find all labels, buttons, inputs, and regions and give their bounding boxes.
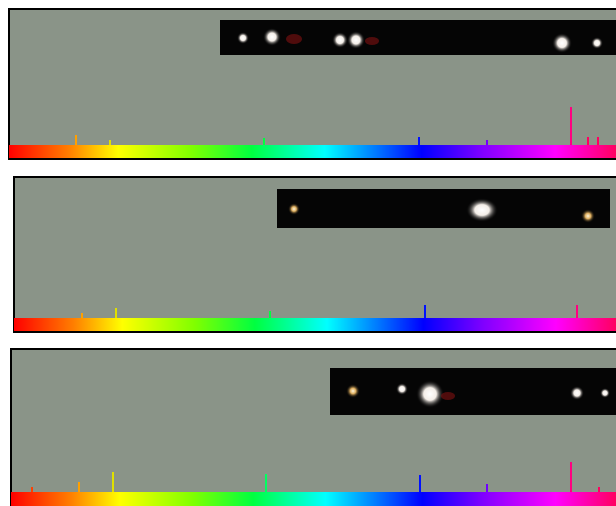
star-strip [277, 189, 610, 228]
star [332, 32, 348, 48]
star [346, 384, 360, 398]
star [591, 37, 603, 49]
star [600, 388, 610, 398]
star-glow [441, 392, 455, 400]
star [552, 33, 572, 53]
spectral-lines [31, 462, 600, 492]
star [288, 203, 300, 215]
star [347, 31, 365, 49]
star [416, 380, 444, 408]
star [581, 209, 595, 223]
star [570, 386, 584, 400]
spectrum-bar [11, 492, 616, 506]
panel [8, 8, 616, 160]
spectrum-bar [9, 145, 616, 158]
star [396, 383, 408, 395]
spectrum-bar [14, 318, 616, 331]
panel [13, 176, 616, 333]
star-strip [220, 20, 616, 55]
star [466, 198, 498, 222]
star [263, 28, 281, 46]
star-strip [330, 368, 616, 415]
spectral-lines [81, 305, 578, 318]
star-glow [286, 34, 302, 44]
panel [10, 348, 616, 506]
star-glow [365, 37, 379, 45]
spectral-lines [75, 107, 599, 145]
star [237, 32, 249, 44]
